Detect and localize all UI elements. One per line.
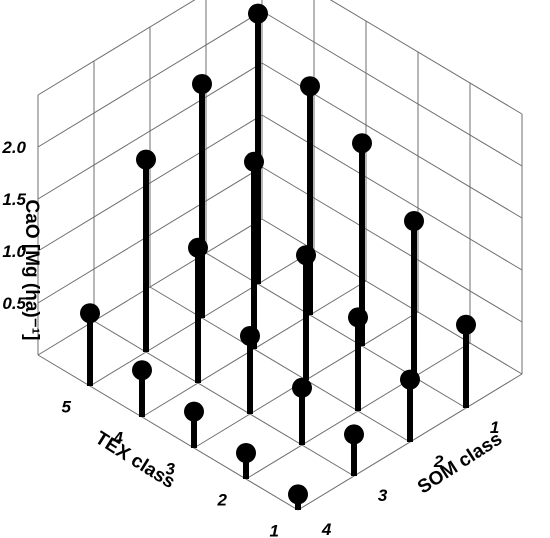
wall-grid-line: [37, 114, 263, 252]
floor-grid-line: [205, 252, 467, 409]
wall-grid-line: [37, 0, 196, 96]
data-point: [248, 3, 268, 24]
tex-tick-label: 1: [269, 522, 278, 538]
data-point: [136, 149, 156, 170]
tex-tick-label: 4: [112, 429, 123, 448]
data-point: [348, 307, 368, 328]
tex-tick-label: 2: [216, 491, 227, 510]
wall-grid-line: [37, 62, 263, 200]
tex-tick-label: 3: [165, 460, 175, 479]
data-point: [236, 443, 256, 463]
wall-grid-line: [329, 0, 523, 115]
floor-grid-line: [149, 286, 411, 443]
wall-grid-line: [37, 166, 263, 304]
som-axis-title: SOM class: [414, 428, 506, 498]
z-tick-label: 2.0: [1, 138, 26, 157]
floor-grid-line: [261, 218, 523, 375]
grid-walls: [37, 0, 523, 374]
data-point: [300, 76, 320, 97]
data-point: [296, 245, 316, 266]
wall-grid-line: [261, 114, 523, 271]
data-point: [188, 237, 208, 258]
som-tick-label: 2: [433, 452, 444, 471]
wall-grid-line: [261, 166, 523, 323]
data-point: [352, 133, 372, 154]
data-point: [244, 151, 264, 172]
z-tick-label: 1.0: [2, 242, 26, 261]
data-point: [80, 303, 100, 324]
data-point: [192, 74, 212, 94]
data-point: [292, 377, 312, 398]
data-stems: [80, 3, 476, 510]
z-tick-label: 0.5: [2, 294, 26, 313]
data-point: [288, 484, 308, 505]
wall-grid-line: [261, 10, 523, 167]
data-point: [240, 326, 260, 346]
floor-grid-line: [37, 218, 263, 356]
data-point: [132, 360, 152, 381]
z-tick-labels: 0.5 1.0 1.5 2.0: [1, 138, 26, 313]
data-point: [404, 211, 424, 231]
som-tick-label: 4: [321, 520, 332, 538]
z-tick-label: 1.5: [2, 190, 26, 209]
z-axis-title: CaO [Mg (ha)⁻¹]: [21, 200, 42, 341]
data-point: [456, 314, 476, 335]
wall-grid-line: [37, 10, 263, 148]
data-point: [400, 369, 420, 390]
floor-grid-line: [93, 320, 355, 477]
tex-tick-label: 5: [61, 398, 71, 417]
som-tick-label: 1: [490, 418, 499, 437]
som-tick-label: 3: [378, 486, 388, 505]
data-point: [344, 424, 364, 445]
data-point: [184, 401, 204, 422]
tex-tick-labels: 1 2 3 4 5: [61, 398, 278, 538]
som-tick-labels: 1 2 3 4: [321, 418, 499, 538]
floor-grid-line: [37, 354, 299, 511]
